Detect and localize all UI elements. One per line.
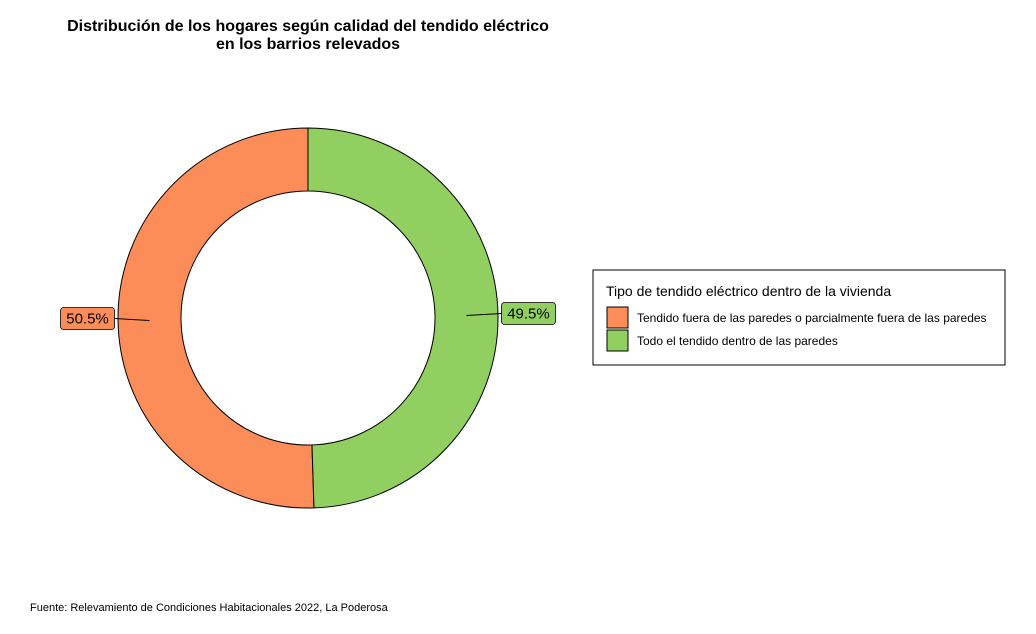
legend-box [592,269,1006,366]
slice-label-leader-0 [114,317,150,321]
slice-label-box-0 [60,307,115,330]
slice-label-0: 50.5% [66,310,109,327]
legend-title: Tipo de tendido eléctrico dentro de la v… [606,283,891,299]
donut-slices [117,127,499,509]
slice-labels: 50.5% 49.5% [60,302,556,330]
legend: Tipo de tendido eléctrico dentro de la v… [592,269,1006,366]
slice-label-leader-1 [466,313,502,317]
chart-title-line-1: Distribución de los hogares según calida… [67,18,549,35]
legend-items: Tendido fuera de las paredes o parcialme… [606,306,987,352]
slice-label-1: 49.5% [507,306,550,323]
slice-0 [117,127,315,509]
chart-title-line-2: en los barrios relevados [216,36,400,53]
legend-key-0 [606,306,629,329]
legend-label-1: Todo el tendido dentro de las paredes [637,334,838,348]
legend-key-1 [606,329,629,352]
legend-label-0: Tendido fuera de las paredes o parcialme… [637,311,987,325]
slice-label-box-1 [501,302,556,325]
chart-caption: Fuente: Relevamiento de Condiciones Habi… [30,602,389,614]
slice-1 [307,127,499,509]
